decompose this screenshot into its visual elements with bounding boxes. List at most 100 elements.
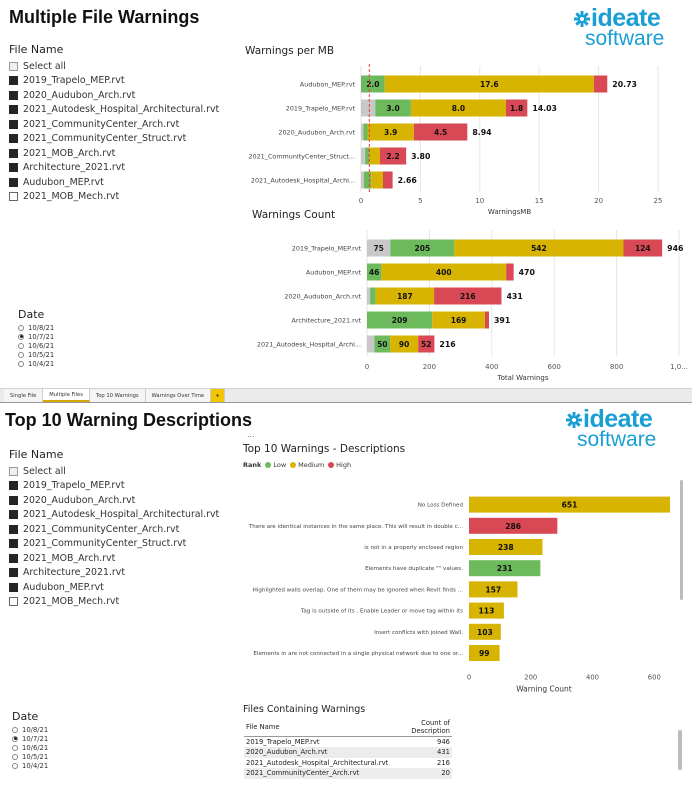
checkbox[interactable] — [9, 582, 18, 592]
checkbox[interactable] — [9, 597, 18, 607]
checkbox[interactable] — [9, 163, 18, 173]
y-category-label: There are identical instances in the sam… — [248, 524, 463, 530]
data-label: 3.9 — [384, 128, 397, 137]
bar-segment — [454, 239, 624, 257]
file-option[interactable]: 2021_Autodesk_Hospital_Architectural.rvt — [9, 508, 229, 523]
radio-button[interactable] — [18, 324, 24, 331]
checkbox[interactable] — [9, 105, 18, 115]
checkbox[interactable] — [9, 148, 18, 158]
date-slicer-bottom: Date 10/8/21 10/7/21 10/6/21 10/5/21 10/4/21 — [12, 710, 48, 771]
checkbox[interactable] — [9, 192, 18, 202]
file-option[interactable]: Architecture_2021.rvt — [9, 566, 229, 581]
table-row[interactable]: 2021_CommunityCenter_Arch.rvt 20 — [244, 768, 452, 779]
radio-button[interactable] — [12, 754, 18, 761]
file-option[interactable]: 2021_CommunityCenter_Struct.rvt — [9, 132, 229, 147]
file-option[interactable]: 2021_Autodesk_Hospital_Architectural.rvt — [9, 103, 229, 118]
file-option[interactable]: 2021_MOB_Arch.rvt — [9, 551, 229, 566]
checkbox[interactable] — [9, 568, 18, 578]
table-scrollbar[interactable] — [678, 730, 682, 770]
date-option[interactable]: 10/4/21 — [18, 360, 54, 369]
checkbox[interactable] — [9, 134, 18, 144]
file-option[interactable]: 2020_Audubon_Arch.rvt — [9, 493, 229, 508]
file-option[interactable]: 2021_MOB_Mech.rvt — [9, 595, 229, 610]
table-row[interactable]: 2021_Autodesk_Hospital_Architectural.rvt… — [244, 758, 452, 769]
bar-segment — [363, 123, 368, 141]
checkbox[interactable] — [9, 466, 18, 476]
column-header-count[interactable]: Count of Description — [390, 718, 452, 737]
tab-single-file[interactable]: Single File — [4, 389, 44, 402]
radio-button[interactable] — [12, 726, 18, 733]
file-option[interactable]: 2021_CommunityCenter_Struct.rvt — [9, 537, 229, 552]
file-option[interactable]: 2021_CommunityCenter_Arch.rvt — [9, 117, 229, 132]
tab-top-10-warnings[interactable]: Top 10 Warnings — [89, 389, 146, 402]
legend-label: Rank — [243, 461, 262, 469]
total-label: 14.03 — [532, 104, 557, 113]
chart-title-warnings-count: Warnings Count — [252, 209, 336, 221]
radio-button[interactable] — [12, 763, 18, 770]
checkbox[interactable] — [9, 553, 18, 563]
radio-button[interactable] — [18, 342, 24, 349]
file-option[interactable]: 2021_MOB_Arch.rvt — [9, 146, 229, 161]
radio-button[interactable] — [18, 333, 24, 340]
data-label: 3.0 — [386, 104, 399, 113]
file-option[interactable]: 2021_CommunityCenter_Arch.rvt — [9, 522, 229, 537]
data-label: 238 — [498, 543, 514, 552]
file-option[interactable]: 2019_Trapelo_MEP.rvt — [9, 479, 229, 494]
date-option[interactable]: 10/5/21 — [12, 753, 48, 762]
checkbox[interactable] — [9, 481, 18, 491]
radio-button[interactable] — [12, 735, 18, 742]
date-option[interactable]: 10/8/21 — [18, 323, 54, 332]
checkbox[interactable] — [9, 61, 18, 71]
data-label: 205 — [415, 244, 431, 253]
bar-segment — [375, 99, 411, 117]
add-page-button[interactable]: + — [211, 389, 226, 402]
date-option[interactable]: 10/5/21 — [18, 351, 54, 360]
checkbox[interactable] — [9, 76, 18, 86]
checkbox[interactable] — [9, 90, 18, 100]
checkbox[interactable] — [9, 177, 18, 187]
bar — [469, 560, 541, 577]
file-option[interactable]: 2020_Audubon_Arch.rvt — [9, 88, 229, 103]
file-option[interactable]: 2021_MOB_Mech.rvt — [9, 190, 229, 205]
total-label: 2.66 — [398, 176, 417, 185]
bar-segment — [506, 263, 514, 281]
tab-warnings-over-time[interactable]: Warnings Over Time — [145, 389, 212, 402]
date-option[interactable]: 10/4/21 — [12, 762, 48, 771]
radio-button[interactable] — [12, 744, 18, 751]
date-option-label: 10/5/21 — [28, 351, 55, 360]
date-option[interactable]: 10/7/21 — [18, 332, 54, 341]
file-option[interactable]: Architecture_2021.rvt — [9, 161, 229, 176]
more-options-icon[interactable]: ... — [247, 430, 255, 439]
file-option-label: 2019_Trapelo_MEP.rvt — [23, 75, 125, 87]
ideate-star-icon — [566, 408, 582, 428]
radio-button[interactable] — [18, 352, 24, 359]
checkbox[interactable] — [9, 119, 18, 129]
checkbox[interactable] — [9, 495, 18, 505]
x-tick-label: 20 — [594, 197, 603, 205]
date-option[interactable]: 10/6/21 — [18, 341, 54, 350]
select-all-option[interactable]: Select all — [9, 464, 229, 479]
x-tick-label: 5 — [418, 197, 422, 205]
date-option[interactable]: 10/7/21 — [12, 734, 48, 743]
file-option[interactable]: Audubon_MEP.rvt — [9, 175, 229, 190]
date-option[interactable]: 10/8/21 — [12, 725, 48, 734]
column-header-file-name[interactable]: File Name — [244, 718, 391, 737]
radio-button[interactable] — [18, 361, 24, 368]
table-row[interactable]: 2019_Trapelo_MEP.rvt 946 — [244, 737, 452, 748]
select-all-option[interactable]: Select all — [9, 59, 229, 74]
x-axis-title: Warning Count — [516, 685, 572, 694]
bar-segment — [390, 335, 419, 353]
file-option[interactable]: 2019_Trapelo_MEP.rvt — [9, 74, 229, 89]
y-category-label: 2021_Autodesk_Hospital_Archi... — [251, 177, 355, 185]
tab-multiple-files[interactable]: Multiple Files — [43, 389, 90, 402]
bar-segment — [367, 287, 371, 305]
chart-scrollbar[interactable] — [680, 480, 683, 600]
date-option[interactable]: 10/6/21 — [12, 743, 48, 752]
checkbox[interactable] — [9, 510, 18, 520]
page-title-top-10: Top 10 Warning Descriptions — [5, 410, 253, 430]
file-option[interactable]: Audubon_MEP.rvt — [9, 580, 229, 595]
checkbox[interactable] — [9, 539, 18, 549]
checkbox[interactable] — [9, 524, 18, 534]
table-row[interactable]: 2020_Audubon_Arch.rvt 431 — [244, 747, 452, 758]
bar-segment — [370, 287, 376, 305]
